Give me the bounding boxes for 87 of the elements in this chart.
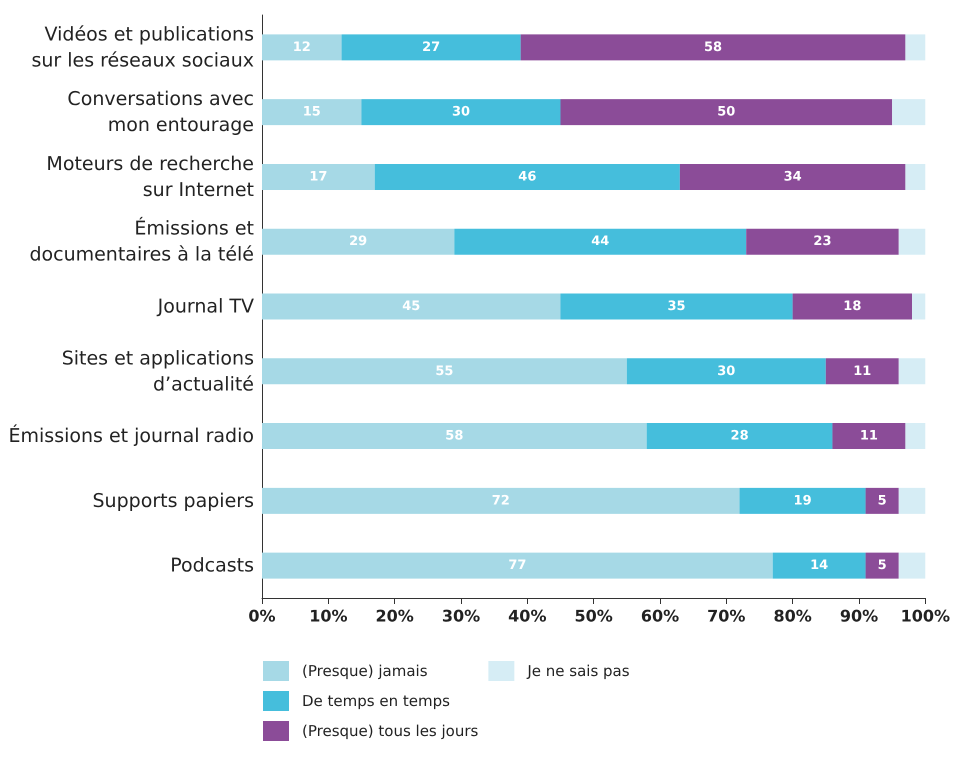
data-label: 30 [452,104,470,120]
data-label: 17 [309,169,328,184]
bar [454,228,746,255]
bar [740,488,866,514]
data-label: 44 [591,234,610,250]
bar [262,423,647,450]
data-label: 11 [853,364,872,379]
data-label: 35 [668,299,686,314]
x-tick-label: 40% [508,606,546,626]
bar [520,34,906,60]
bar [262,294,560,320]
x-tick-label: 60% [640,606,680,626]
y-tick-label: Journal TV [156,296,254,318]
bar [746,228,899,255]
x-tick-label: 20% [376,606,414,626]
bar [560,99,892,126]
bar [905,34,926,60]
data-label: 46 [518,169,536,184]
bar [262,34,342,60]
data-label: 27 [422,40,440,55]
data-label: 18 [843,299,862,314]
data-label: 11 [860,428,878,444]
x-tick-label: 50% [574,606,613,626]
data-label: 58 [445,428,464,444]
y-tick-label: Conversations avec mon entourage [67,88,254,136]
x-tick-label: 100% [900,606,950,626]
bar [792,294,912,320]
bar [262,228,454,255]
bar [905,423,926,450]
x-tick-label: 10% [309,606,348,626]
bar [680,164,906,190]
bar [646,423,832,450]
data-label: 19 [794,493,812,508]
data-label: 15 [302,104,321,120]
bar [898,488,926,514]
x-tick-label: 0% [248,606,276,626]
y-tick-label: Vidéos et publications sur les réseaux sociaux [31,23,254,72]
data-label: 50 [717,104,736,120]
data-label: 14 [810,558,828,574]
bar [912,294,926,320]
bar [905,164,926,190]
data-label: 23 [813,234,832,250]
data-label: 28 [730,428,749,444]
bar [262,164,375,190]
x-tick-label: 80% [773,606,812,626]
legend-label: (Presque) jamais [302,662,428,680]
y-tick-label: Émissions et documentaires à la télé [29,216,254,266]
bar [361,99,560,126]
x-tick-label: 70% [707,606,746,626]
bar [772,552,866,579]
y-tick-label: Podcasts [170,554,254,577]
data-label: 72 [492,493,510,508]
x-tick-label: 90% [840,606,878,626]
bar [560,294,793,320]
legend-label: (Presque) tous les jours [302,722,479,740]
data-label: 34 [784,169,802,184]
legend-label: De temps en temps [302,692,450,710]
data-label: 5 [878,558,887,574]
data-label: 29 [349,234,368,250]
bar [892,99,926,126]
bar [262,99,362,126]
x-tick-label: 30% [442,606,480,626]
data-label: 45 [402,299,420,314]
bar [826,358,899,384]
bar [866,552,899,579]
bar [898,358,926,384]
bar [374,164,680,190]
bar [262,358,627,384]
y-tick-label: Sites et applications d’actualité [62,347,254,396]
bar [832,423,906,450]
bar [898,228,926,255]
data-label: 12 [292,40,311,55]
y-tick-label: Moteurs de recherche sur Internet [46,152,254,201]
bar [626,358,826,384]
data-label: 30 [717,364,736,379]
data-label: 5 [878,493,887,508]
data-label: 55 [435,364,454,379]
bar [342,34,521,60]
y-tick-label: Émissions et journal radio [8,424,254,448]
bar [262,552,773,579]
bar [262,488,740,514]
y-tick-label: Supports papiers [92,490,254,512]
data-label: 77 [508,558,526,574]
bar [898,552,926,579]
legend-label: Je ne sais pas [526,662,630,680]
bar [866,488,899,514]
data-label: 58 [704,40,722,55]
